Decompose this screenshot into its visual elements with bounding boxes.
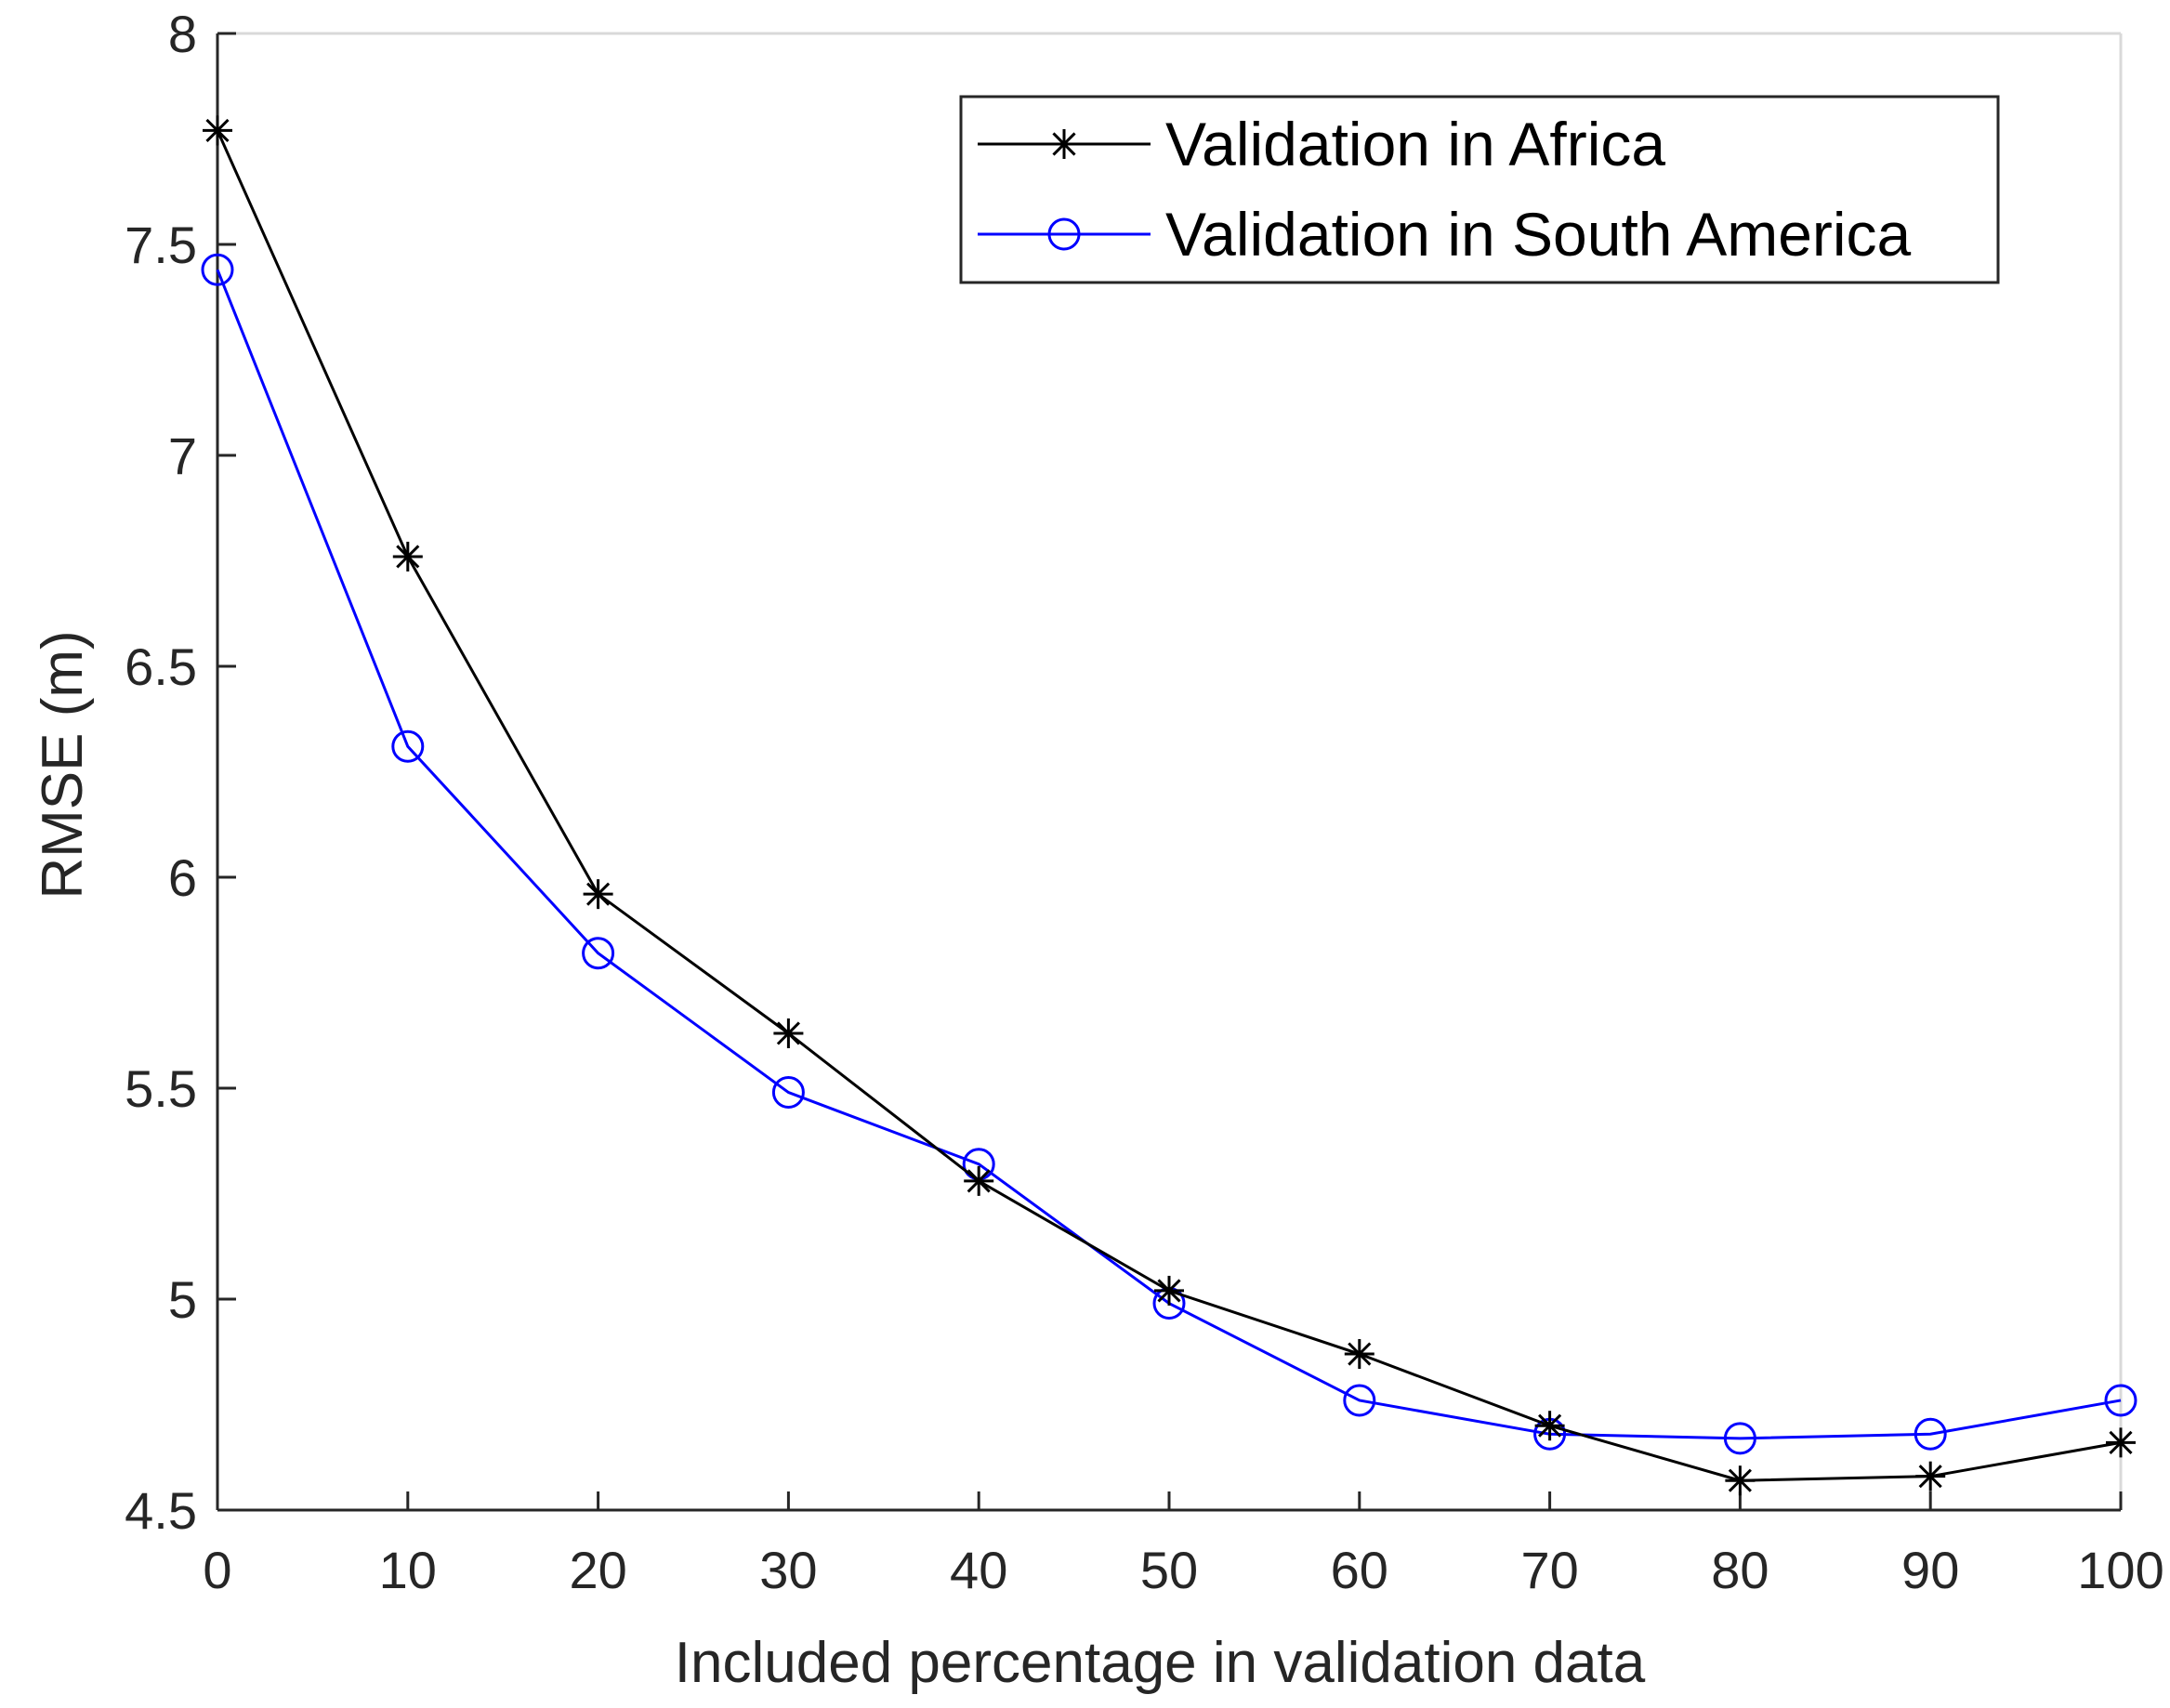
x-tick-label: 70 [1520, 1541, 1578, 1599]
series-line-validation-in-south-america [216, 269, 2122, 1440]
x-tick-label: 100 [2077, 1541, 2163, 1599]
x-tick-label: 90 [1901, 1541, 1959, 1599]
legend-entry-validation-in-africa: Validation in Africa [978, 110, 1665, 178]
y-tick-label: 5.5 [125, 1059, 197, 1118]
x-tick-label: 30 [759, 1541, 817, 1599]
data-point-validation-in-south-america [582, 937, 615, 970]
series-validation-in-south-america [201, 253, 2137, 1455]
x-tick-label: 80 [1711, 1541, 1769, 1599]
data-point-validation-in-africa [964, 1165, 994, 1196]
data-point-validation-in-south-america [1723, 1422, 1756, 1455]
data-point-validation-in-africa [203, 115, 232, 146]
legend-box [959, 95, 2000, 284]
y-tick-label: 6 [168, 848, 197, 907]
data-point-validation-in-africa [1725, 1465, 1756, 1496]
legend-label: Validation in South America [1165, 200, 1912, 269]
y-tick-label: 7 [168, 427, 197, 485]
series-validation-in-africa [203, 115, 2136, 1496]
legend-entry-validation-in-south-america: Validation in South America [978, 200, 1912, 269]
data-point-validation-in-africa [2106, 1427, 2136, 1458]
data-point-validation-in-africa [1534, 1411, 1565, 1441]
legend-label: Validation in Africa [1165, 110, 1665, 178]
y-tick-label: 4.5 [125, 1481, 197, 1540]
x-tick-label: 0 [203, 1541, 231, 1599]
data-point-validation-in-south-america [201, 253, 234, 286]
legend-marker-swatch [1047, 217, 1081, 251]
data-point-validation-in-africa [1154, 1275, 1184, 1306]
y-tick-label: 5 [168, 1270, 197, 1329]
x-tick-label: 40 [950, 1541, 1007, 1599]
data-point-validation-in-africa [1915, 1461, 1946, 1491]
data-point-validation-in-africa [583, 879, 613, 910]
series-layer [201, 115, 2137, 1496]
y-tick-label: 7.5 [125, 216, 197, 274]
x-tick-label: 10 [379, 1541, 437, 1599]
data-point-validation-in-south-america [771, 1076, 805, 1110]
data-point-validation-in-south-america [1914, 1417, 1947, 1451]
y-axis-title: RMSE (m) [31, 630, 95, 899]
y-tick-label: 6.5 [125, 637, 197, 696]
data-point-validation-in-south-america [1343, 1384, 1376, 1417]
y-tick-label: 8 [168, 5, 197, 63]
legend: Validation in Africa Validation in South … [959, 95, 2000, 284]
data-point-validation-in-africa [1344, 1339, 1374, 1370]
axes-layer: 0 10 20 30 40 50 60 70 80 90 100 4.5 5 5.5 6 6.5 7 7.5 8 [125, 5, 2164, 1599]
x-tick-label: 20 [569, 1541, 626, 1599]
data-point-validation-in-africa [773, 1018, 804, 1048]
legend-marker-swatch [1049, 129, 1079, 159]
x-axis-title: Included percentage in validation data [675, 1631, 1646, 1695]
data-point-validation-in-south-america [391, 729, 425, 763]
data-point-validation-in-south-america [2104, 1384, 2137, 1417]
x-tick-label: 50 [1140, 1541, 1198, 1599]
data-point-validation-in-africa [392, 541, 423, 572]
x-tick-label: 60 [1331, 1541, 1388, 1599]
